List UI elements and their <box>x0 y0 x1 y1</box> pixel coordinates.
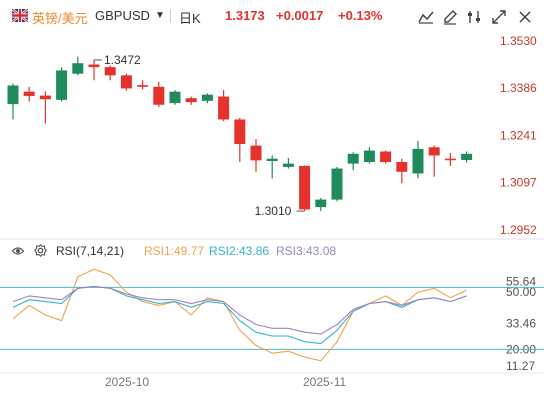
candle-body <box>153 86 165 105</box>
chevron-down-icon[interactable]: ▼ <box>155 10 165 21</box>
candle-body <box>461 153 473 161</box>
candle-body <box>380 151 392 162</box>
rsi-tick-label: 55.64 <box>506 274 536 288</box>
date-label: 2025-10 <box>105 375 149 389</box>
fullscreen-icon[interactable] <box>490 8 508 26</box>
gear-icon[interactable] <box>34 244 47 257</box>
candle-body <box>363 150 375 162</box>
candle-body <box>266 158 278 162</box>
eye-icon[interactable] <box>12 245 24 257</box>
candle-body <box>347 153 359 164</box>
rsi-tick-label: 11.27 <box>506 359 535 373</box>
price-tick-label: 1.2952 <box>500 223 537 237</box>
rsi-series-line <box>12 268 467 362</box>
candle-body <box>7 85 19 105</box>
candle-body <box>88 64 100 68</box>
date-label: 2025-11 <box>303 375 346 389</box>
price-tick-label: 1.3386 <box>500 81 537 95</box>
rsi1-value: RSI1:49.77 <box>144 244 205 258</box>
price-change-percent: +0.13% <box>338 8 383 23</box>
candle-body <box>23 91 35 96</box>
rsi-series-line <box>12 285 467 335</box>
candle-body <box>137 85 149 87</box>
rsi-indicator-name[interactable]: RSI(7,14,21) <box>56 244 125 258</box>
candle-body <box>412 148 424 174</box>
candle-body <box>331 168 343 200</box>
candle-body <box>201 94 213 101</box>
high-annotation: 1.3472 <box>104 53 141 67</box>
rsi-tick-label: 50.00 <box>506 285 536 299</box>
price-tick-label: 1.3241 <box>500 129 537 143</box>
price-tick-label: 1.3530 <box>500 34 537 48</box>
rsi2-value: RSI2:43.86 <box>209 244 270 258</box>
timeframe-selector[interactable]: 日K <box>179 11 201 26</box>
candle-body <box>234 119 246 145</box>
rsi3-value: RSI3:43.08 <box>276 244 337 258</box>
candle-body <box>120 75 132 89</box>
chart-header: 英镑/美元 GBPUSD ▼ 日K 1.3173 +0.0017 +0.13% <box>0 0 544 32</box>
candle-body <box>315 199 327 208</box>
candle-body <box>396 161 408 172</box>
candle-body <box>185 98 197 103</box>
price-tick-label: 1.3097 <box>500 176 537 190</box>
indicator-icon[interactable] <box>417 8 435 26</box>
candle-body <box>169 91 181 104</box>
rsi-tick-label: 33.46 <box>506 317 536 331</box>
settings-sliders-icon[interactable] <box>465 8 483 26</box>
candle-body <box>282 163 294 167</box>
candle-body <box>218 96 230 120</box>
price-change: +0.0017 <box>276 8 324 23</box>
divider <box>170 9 171 23</box>
current-price: 1.3173 <box>225 8 265 23</box>
candle-body <box>250 145 262 161</box>
candle-body <box>72 63 84 74</box>
uk-flag-icon <box>12 9 28 22</box>
draw-tool-icon[interactable] <box>441 8 459 26</box>
candle-body <box>428 147 440 156</box>
close-icon[interactable] <box>516 8 534 26</box>
candle-body <box>299 165 311 210</box>
candle-body <box>39 95 51 100</box>
candle-body <box>104 67 116 76</box>
candle-body <box>444 158 456 161</box>
low-annotation: 1.3010 <box>255 204 292 218</box>
pair-code[interactable]: GBPUSD <box>95 8 150 23</box>
candle-body <box>56 70 68 100</box>
pair-name[interactable]: 英镑/美元 <box>32 11 88 26</box>
